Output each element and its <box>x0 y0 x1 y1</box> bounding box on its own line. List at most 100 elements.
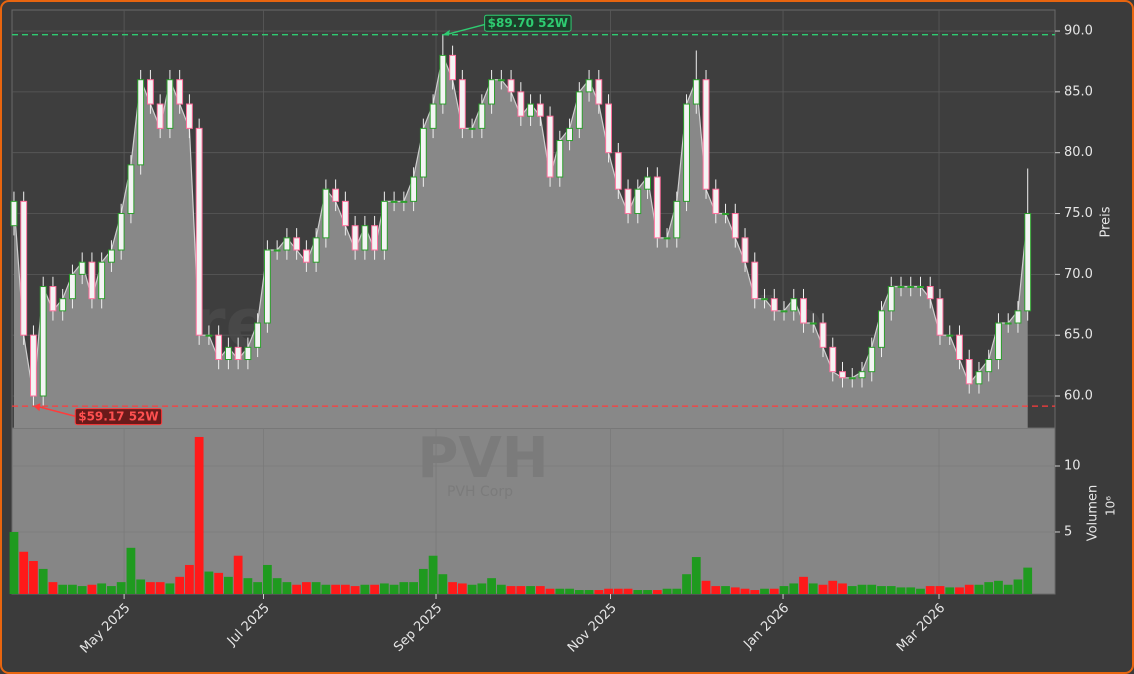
volume-bar <box>721 586 730 594</box>
candle-body <box>361 225 369 251</box>
y-tick-label: 60.0 <box>1064 389 1093 404</box>
candle-body <box>829 346 837 373</box>
volume-bar <box>886 586 896 594</box>
candle-body <box>341 200 349 227</box>
candle-body <box>410 176 418 202</box>
volume-bar <box>282 582 292 594</box>
annotation-arrowhead <box>33 403 41 412</box>
volume-bar <box>107 586 116 594</box>
volume-bar <box>311 582 321 594</box>
candle-body <box>858 371 866 379</box>
volume-bar <box>1003 584 1013 594</box>
volume-bar <box>857 584 867 594</box>
volume-bar <box>97 583 107 594</box>
candle-body <box>780 310 788 313</box>
candle-body <box>634 188 642 215</box>
candle-body <box>380 200 388 251</box>
volume-bar <box>633 590 643 594</box>
candle-body <box>69 273 76 300</box>
volume-offset-label: 10⁶ <box>1104 496 1118 516</box>
volume-bar <box>808 583 818 594</box>
volume-bar <box>175 576 185 594</box>
volume-bar <box>428 555 438 594</box>
volume-bar <box>535 586 545 594</box>
candle-body <box>205 334 213 337</box>
volume-bar <box>19 551 29 594</box>
candle-body <box>965 359 973 385</box>
candle-body <box>926 286 934 300</box>
candle-body <box>868 346 876 373</box>
candle-body <box>790 298 798 312</box>
candle-body <box>215 334 223 361</box>
candle-body <box>575 91 583 129</box>
candle-body <box>312 237 320 263</box>
candle-body <box>848 377 856 380</box>
candle-body <box>985 359 993 373</box>
volume-bar <box>662 588 672 594</box>
volume-bar <box>331 584 341 594</box>
candle-body <box>332 188 340 202</box>
volume-bar <box>243 578 253 594</box>
candle-body <box>478 103 486 129</box>
candle-body <box>234 346 242 361</box>
candle-body <box>663 237 671 240</box>
price-area <box>13 55 1028 429</box>
candle-body <box>995 322 1002 361</box>
volume-bar <box>506 586 516 594</box>
chart-title: PVH <box>417 426 548 491</box>
candle-body <box>137 79 145 166</box>
volume-bar <box>418 568 428 594</box>
candle-body <box>683 103 690 202</box>
candle-body <box>673 200 681 239</box>
y-axis-label: Preis <box>1099 206 1114 237</box>
candle-body <box>536 103 544 117</box>
candle-body <box>322 188 330 239</box>
volume-bar <box>1023 567 1033 594</box>
candle-body <box>10 200 18 227</box>
candle-body <box>156 103 164 129</box>
candle-body <box>702 79 710 190</box>
volume-bar <box>604 588 613 594</box>
candle-body <box>566 127 573 142</box>
annotation-box <box>484 14 572 32</box>
candle-body <box>49 286 57 312</box>
volume-bar <box>984 582 994 594</box>
candle-body <box>117 213 125 251</box>
volume-bar <box>925 586 935 594</box>
annotation-label: $59.17 52W <box>78 410 158 424</box>
candle-body <box>283 237 291 251</box>
volume-bar <box>87 584 97 594</box>
volume-bar <box>438 574 448 594</box>
candle-body <box>761 298 768 301</box>
candle-body <box>907 286 915 289</box>
volume-bar <box>545 588 555 594</box>
volume-bar <box>165 583 175 594</box>
volume-bar <box>214 572 224 594</box>
volume-bar <box>682 574 691 594</box>
candle-body <box>887 286 895 312</box>
volume-bar <box>760 588 769 594</box>
volume-bar <box>652 590 662 594</box>
candle-body <box>770 298 778 312</box>
candle-body <box>439 54 447 105</box>
y-tick-label: 10 <box>1064 459 1081 474</box>
volume-bar <box>224 576 233 594</box>
candle-body <box>975 371 983 385</box>
volume-bar <box>409 582 418 594</box>
candle-body <box>722 213 729 216</box>
volume-bar <box>701 580 711 594</box>
candle-body <box>1024 213 1032 312</box>
volume-bar <box>964 584 974 594</box>
volume-bar <box>399 582 409 594</box>
candle-body <box>1014 310 1022 324</box>
volume-bar <box>467 584 477 594</box>
candle-body <box>809 322 817 325</box>
candle-body <box>390 200 398 203</box>
annotation-arrow <box>445 22 489 36</box>
volume-bar <box>847 586 857 594</box>
volume-bar <box>457 583 467 594</box>
candle-body <box>800 298 807 324</box>
volume-bar <box>301 582 311 594</box>
volume-bar <box>643 590 652 594</box>
candle-body <box>254 322 262 348</box>
